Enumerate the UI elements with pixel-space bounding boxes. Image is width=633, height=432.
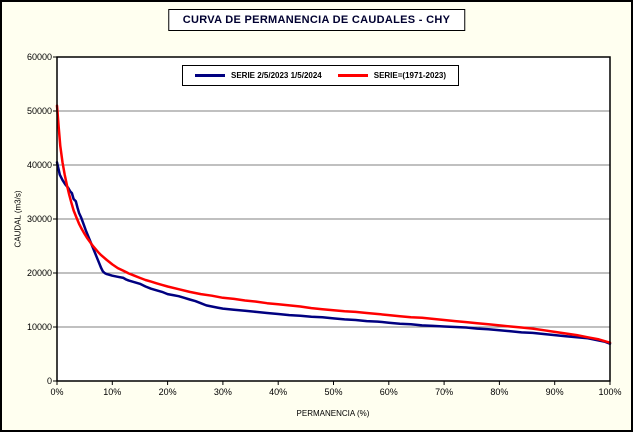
y-tick-label: 10000: [26, 322, 52, 332]
legend-line-sample-icon: [337, 74, 368, 77]
legend-label: SERIE 2/5/2023 1/5/2024: [231, 71, 322, 80]
y-tick-label: 40000: [26, 160, 52, 170]
legend-line-sample-icon: [195, 74, 225, 77]
x-tick-label: 90%: [545, 387, 564, 397]
x-tick-label: 60%: [379, 387, 398, 397]
legend-label: SERIE=(1971-2023): [373, 71, 446, 80]
chart-title: CURVA DE PERMANENCIA DE CAUDALES - CHY: [167, 9, 466, 31]
legend-entry: SERIE=(1971-2023): [337, 71, 446, 80]
x-axis-title: PERMANENCIA (%): [296, 409, 370, 418]
y-tick-label: 50000: [26, 106, 52, 116]
legend-entry: SERIE 2/5/2023 1/5/2024: [195, 71, 322, 80]
y-tick-label: 20000: [26, 268, 52, 278]
x-tick-label: 20%: [158, 387, 177, 397]
x-tick-label: 80%: [490, 387, 509, 397]
x-tick-label: 50%: [324, 387, 343, 397]
x-tick-label: 0%: [50, 387, 64, 397]
x-tick-label: 30%: [213, 387, 232, 397]
y-tick-label: 0: [46, 376, 52, 386]
y-tick-label: 30000: [26, 214, 52, 224]
x-tick-label: 100%: [598, 387, 622, 397]
x-tick-label: 70%: [435, 387, 454, 397]
x-tick-label: 10%: [103, 387, 122, 397]
y-axis-title: CAUDAL (m3/s): [13, 190, 23, 248]
legend: SERIE 2/5/2023 1/5/2024 SERIE=(1971-2023): [182, 65, 459, 86]
x-tick-label: 40%: [269, 387, 288, 397]
y-tick-label: 60000: [26, 52, 52, 62]
